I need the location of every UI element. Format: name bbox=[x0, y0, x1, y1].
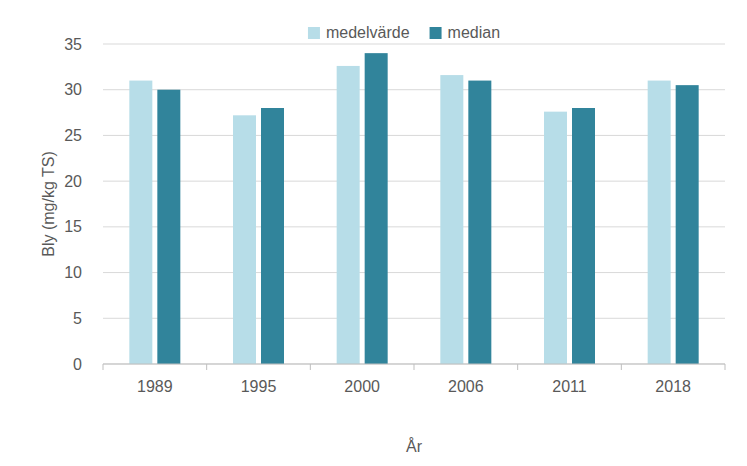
x-tick bbox=[725, 364, 726, 370]
y-tick-label: 30 bbox=[64, 81, 82, 98]
bar bbox=[365, 53, 388, 364]
x-tick bbox=[310, 364, 311, 370]
y-tick-label: 35 bbox=[64, 36, 82, 53]
x-tick bbox=[414, 364, 415, 370]
chart: 0 5 10 15 20 25 30 35 1989 1995 2000 2006 2011 2018 År… bbox=[0, 0, 747, 466]
x-tick-label: 1989 bbox=[137, 378, 173, 395]
legend: medelvärde median bbox=[308, 24, 500, 41]
bar bbox=[544, 112, 567, 364]
grid-line bbox=[103, 44, 725, 45]
grid-line bbox=[103, 89, 725, 90]
x-tick bbox=[103, 364, 104, 370]
x-tick-label: 2011 bbox=[552, 378, 587, 395]
legend-label: median bbox=[448, 24, 500, 41]
grid-line bbox=[103, 181, 725, 182]
y-tick-label: 25 bbox=[64, 127, 82, 144]
bar bbox=[261, 108, 284, 364]
bar bbox=[129, 81, 152, 364]
x-tick bbox=[206, 364, 207, 370]
bar bbox=[468, 81, 491, 364]
bar bbox=[648, 81, 671, 364]
grid-line bbox=[103, 226, 725, 227]
x-tick bbox=[621, 364, 622, 370]
x-tick bbox=[517, 364, 518, 370]
legend-label: medelvärde bbox=[326, 24, 410, 41]
x-tick-label: 2006 bbox=[448, 378, 484, 395]
bar bbox=[157, 90, 180, 364]
x-tick-label: 2000 bbox=[344, 378, 380, 395]
y-axis-label: Bly (mg/kg TS) bbox=[40, 151, 57, 257]
background bbox=[0, 0, 747, 466]
bar bbox=[572, 108, 595, 364]
x-axis-label: År bbox=[406, 437, 423, 455]
grid-line bbox=[103, 135, 725, 136]
bars bbox=[129, 53, 698, 364]
x-tick-label: 1995 bbox=[241, 378, 277, 395]
bar bbox=[233, 115, 256, 364]
y-tick-label: 10 bbox=[64, 264, 82, 281]
y-tick-label: 0 bbox=[73, 356, 82, 373]
bar bbox=[337, 66, 360, 364]
y-tick-label: 5 bbox=[73, 310, 82, 327]
legend-swatch bbox=[308, 27, 320, 39]
bar bbox=[676, 85, 699, 364]
x-tick-label: 2018 bbox=[655, 378, 691, 395]
grid bbox=[103, 44, 725, 364]
grid-line bbox=[103, 272, 725, 273]
y-tick-label: 20 bbox=[64, 173, 82, 190]
legend-swatch bbox=[430, 27, 442, 39]
y-tick-label: 15 bbox=[64, 218, 82, 235]
bar bbox=[440, 75, 463, 364]
grid-line bbox=[103, 318, 725, 319]
